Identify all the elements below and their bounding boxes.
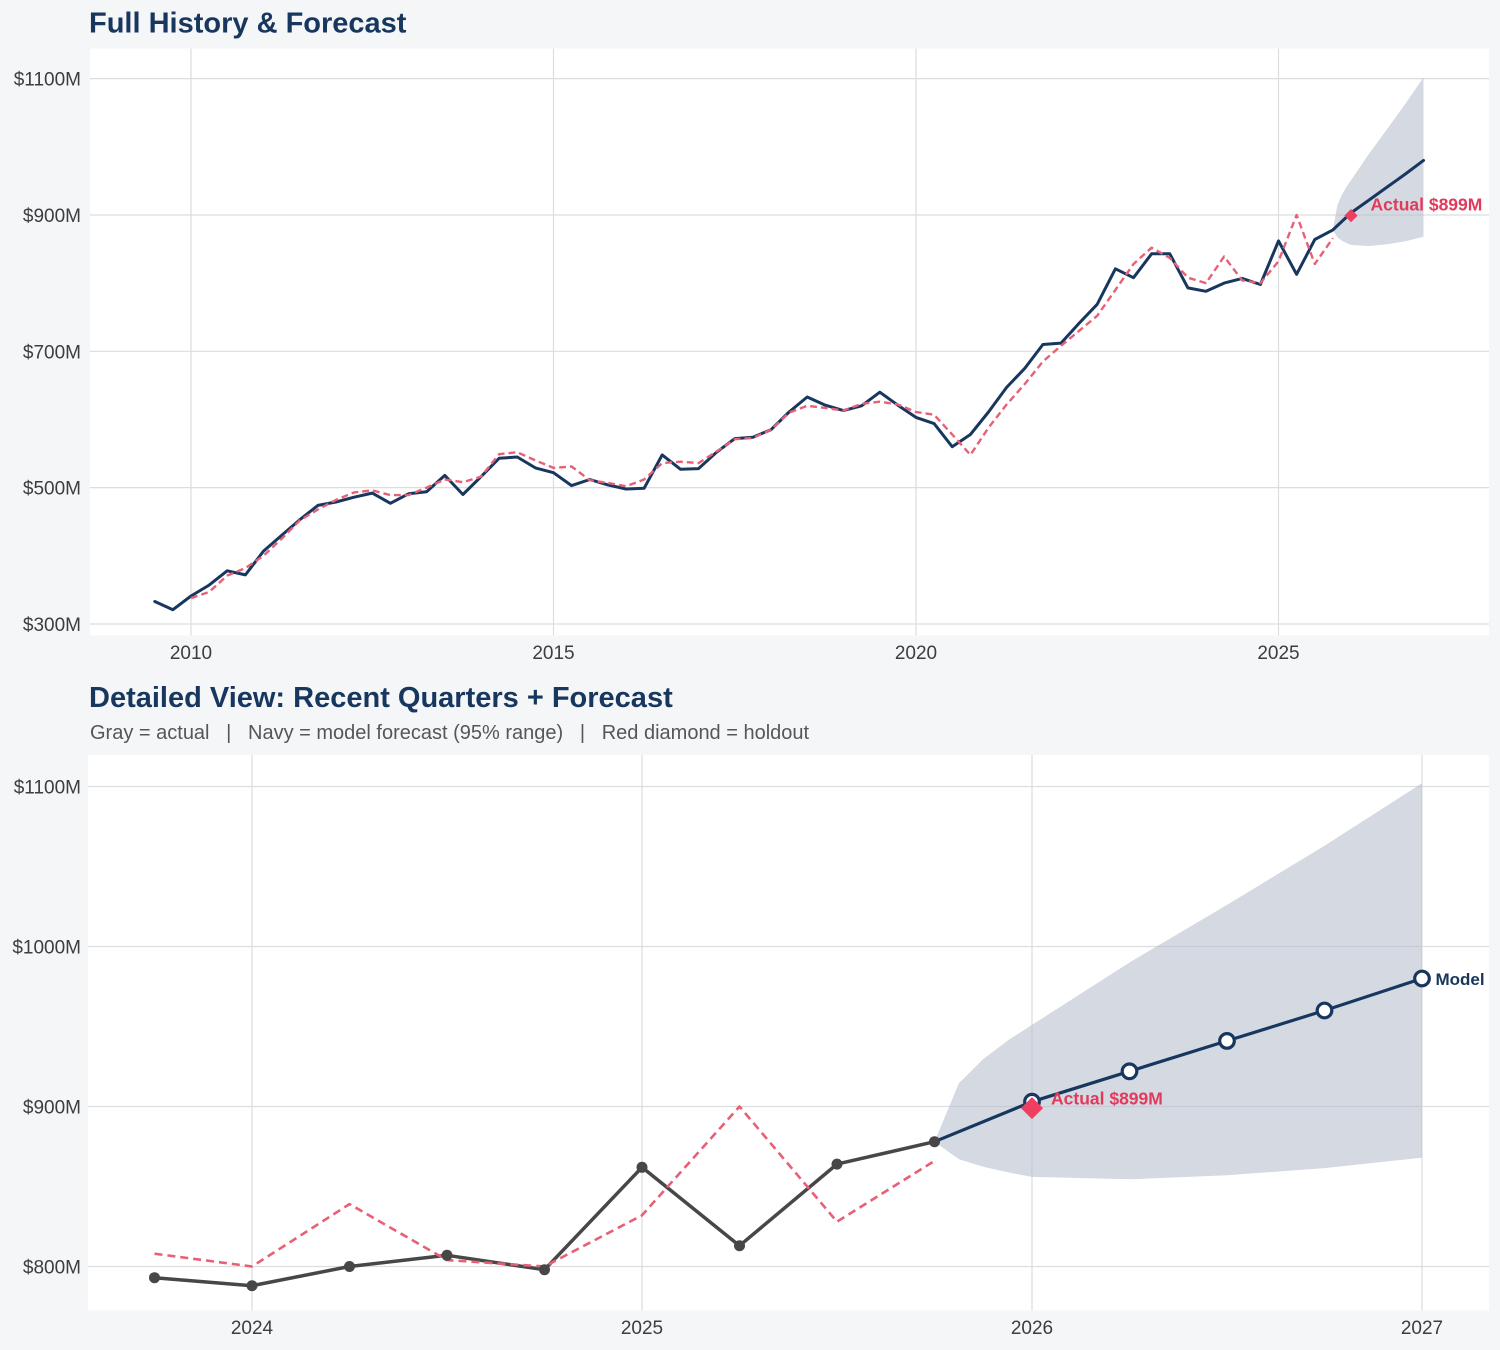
svg-text:2027: 2027: [1401, 1318, 1443, 1339]
svg-text:$700M: $700M: [23, 342, 81, 363]
svg-text:2010: 2010: [170, 643, 212, 664]
svg-text:Actual $899M: Actual $899M: [1371, 195, 1483, 215]
svg-text:2026: 2026: [1011, 1318, 1053, 1339]
svg-text:$1100M: $1100M: [14, 778, 81, 799]
svg-text:$1100M: $1100M: [14, 70, 81, 91]
svg-text:2025: 2025: [621, 1318, 663, 1339]
svg-text:2020: 2020: [895, 643, 937, 664]
svg-text:2025: 2025: [1257, 643, 1299, 664]
svg-text:$500M: $500M: [23, 479, 81, 500]
svg-text:Model: Model: [1436, 970, 1485, 989]
svg-text:$1000M: $1000M: [12, 938, 81, 959]
svg-text:$900M: $900M: [23, 206, 81, 227]
svg-text:Full History & Forecast: Full History & Forecast: [89, 7, 407, 39]
svg-text:Gray = actual | Navy = mod: Gray = actual | Navy = model forecast (9…: [90, 722, 810, 744]
svg-text:$300M: $300M: [23, 615, 81, 636]
svg-text:2015: 2015: [532, 643, 574, 664]
svg-text:Actual $899M: Actual $899M: [1051, 1089, 1163, 1109]
svg-text:Detailed View: Recent Quarters: Detailed View: Recent Quarters + Forecas…: [89, 682, 673, 714]
svg-text:$900M: $900M: [23, 1098, 81, 1119]
svg-text:$800M: $800M: [23, 1258, 81, 1279]
svg-text:2024: 2024: [231, 1318, 274, 1339]
